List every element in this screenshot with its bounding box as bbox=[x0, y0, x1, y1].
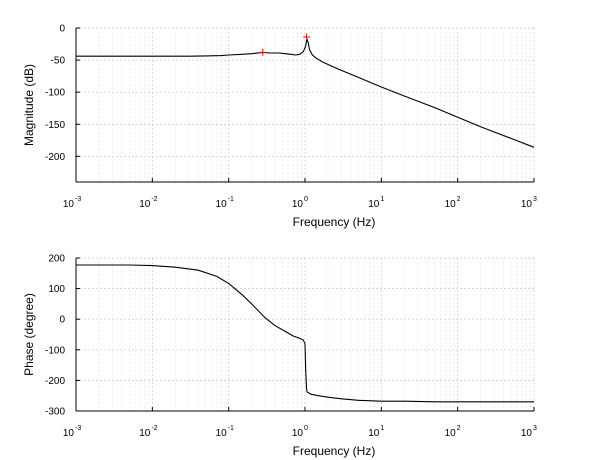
y-tick-label: -300 bbox=[45, 407, 65, 418]
y-tick-label: 0 bbox=[59, 24, 65, 35]
x-tick-label: 10 bbox=[445, 428, 457, 439]
y-tick-label: 100 bbox=[48, 284, 65, 295]
y-tick-label: 200 bbox=[48, 254, 65, 265]
x-tick-label: 10 bbox=[292, 428, 304, 439]
x-tick-label: 10 bbox=[216, 428, 228, 439]
y-tick-label: -50 bbox=[51, 56, 66, 67]
x-tick-label: 10 bbox=[63, 199, 75, 210]
x-tick-exponent: -3 bbox=[75, 196, 81, 203]
y-axis-label: Magnitude (dB) bbox=[22, 64, 36, 146]
x-tick-exponent: -2 bbox=[151, 196, 157, 203]
x-tick-label: 10 bbox=[139, 199, 151, 210]
x-tick-exponent: -1 bbox=[228, 425, 234, 432]
x-tick-label: 10 bbox=[216, 199, 228, 210]
x-tick-exponent: 0 bbox=[304, 425, 308, 432]
x-tick-label: 10 bbox=[521, 428, 533, 439]
x-axis-label: Frequency (Hz) bbox=[293, 444, 376, 458]
y-tick-label: -200 bbox=[45, 376, 65, 387]
x-tick-exponent: 2 bbox=[457, 425, 461, 432]
phase-curve bbox=[76, 265, 534, 402]
x-tick-exponent: 3 bbox=[533, 425, 537, 432]
x-tick-exponent: -1 bbox=[228, 196, 234, 203]
y-tick-label: -100 bbox=[45, 345, 65, 356]
y-tick-label: -150 bbox=[45, 120, 65, 131]
x-tick-label: 10 bbox=[368, 428, 380, 439]
x-tick-exponent: -2 bbox=[151, 425, 157, 432]
x-axis-label: Frequency (Hz) bbox=[293, 215, 376, 229]
y-tick-label: -200 bbox=[45, 152, 65, 163]
peak-marker bbox=[303, 33, 310, 40]
x-tick-exponent: 1 bbox=[380, 425, 384, 432]
y-axis-label: Phase (degree) bbox=[22, 293, 36, 376]
x-tick-label: 10 bbox=[292, 199, 304, 210]
x-tick-label: 10 bbox=[139, 428, 151, 439]
x-tick-label: 10 bbox=[445, 199, 457, 210]
x-tick-exponent: -3 bbox=[75, 425, 81, 432]
y-tick-label: 0 bbox=[59, 315, 65, 326]
x-tick-label: 10 bbox=[368, 199, 380, 210]
x-tick-exponent: 3 bbox=[533, 196, 537, 203]
y-tick-label: -100 bbox=[45, 88, 65, 99]
x-tick-label: 10 bbox=[521, 199, 533, 210]
x-tick-label: 10 bbox=[63, 428, 75, 439]
x-tick-exponent: 2 bbox=[457, 196, 461, 203]
x-tick-exponent: 1 bbox=[380, 196, 384, 203]
x-tick-exponent: 0 bbox=[304, 196, 308, 203]
